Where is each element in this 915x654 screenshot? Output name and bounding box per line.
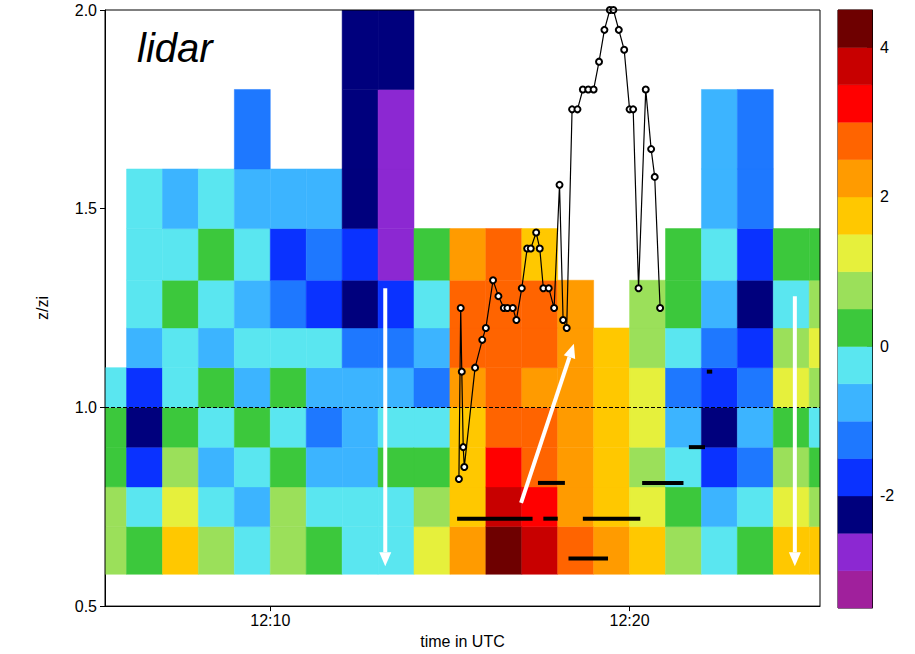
- svg-text:-2: -2: [880, 487, 894, 504]
- svg-text:z/zi: z/zi: [34, 296, 51, 320]
- svg-text:4: 4: [880, 39, 889, 56]
- svg-text:0: 0: [880, 338, 889, 355]
- svg-text:2.0: 2.0: [75, 2, 97, 19]
- svg-text:time in UTC: time in UTC: [420, 633, 504, 650]
- svg-text:12:10: 12:10: [250, 612, 290, 629]
- svg-text:0.5: 0.5: [75, 598, 97, 615]
- svg-text:2: 2: [880, 188, 889, 205]
- svg-text:1.0: 1.0: [75, 399, 97, 416]
- svg-text:12:20: 12:20: [610, 612, 650, 629]
- svg-text:1.5: 1.5: [75, 200, 97, 217]
- svg-text:lidar: lidar: [137, 26, 214, 70]
